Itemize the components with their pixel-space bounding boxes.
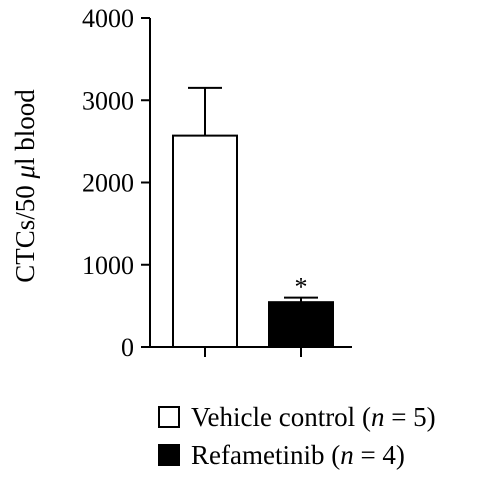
annotations: * — [295, 273, 308, 302]
y-tick-label: 3000 — [82, 86, 134, 115]
legend-label-refametinib: Refametinib (n = 4) — [191, 439, 405, 470]
y-tick-label: 2000 — [82, 169, 134, 198]
error-bar — [188, 86, 222, 136]
significance-asterisk: * — [295, 273, 308, 302]
y-tick-label: 4000 — [82, 4, 134, 33]
legend-swatch-vehicle-control — [158, 406, 180, 428]
legend-label-vehicle-control: Vehicle control (n = 5) — [191, 401, 436, 432]
legend: Vehicle control (n = 5) Refametinib (n =… — [158, 398, 436, 474]
bar-vehicle-control — [172, 134, 238, 348]
y-ticks: 0 1000 2000 3000 4000 — [82, 4, 150, 362]
y-axis-label: CTCs/50 μl blood — [10, 89, 40, 283]
legend-swatch-refametinib — [158, 444, 180, 466]
legend-item-refametinib: Refametinib (n = 4) — [158, 436, 436, 474]
y-tick-label: 1000 — [82, 251, 134, 280]
bar-chart: 0 1000 2000 3000 4000 * CTCs/50 μl blood — [10, 4, 352, 362]
bars — [172, 134, 334, 348]
bar-refametinib — [268, 301, 334, 348]
x-ticks — [204, 347, 302, 357]
y-tick-label: 0 — [121, 333, 134, 362]
legend-item-vehicle-control: Vehicle control (n = 5) — [158, 398, 436, 436]
